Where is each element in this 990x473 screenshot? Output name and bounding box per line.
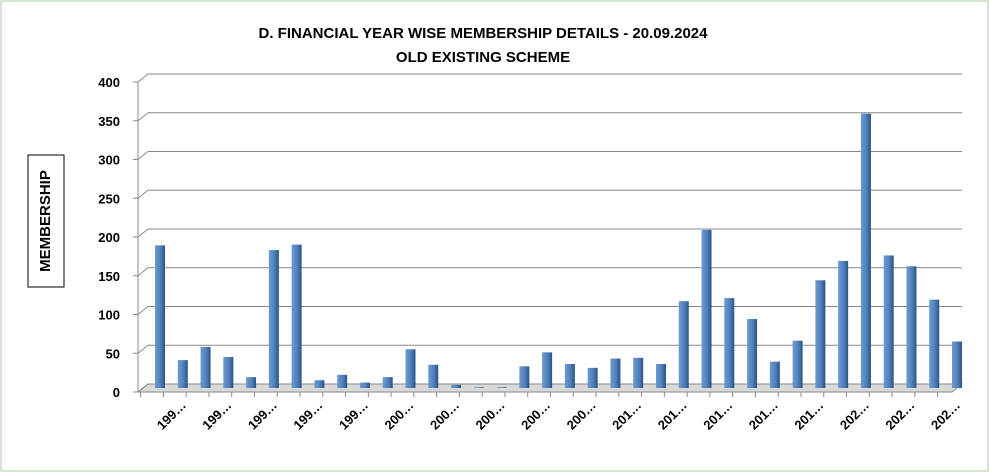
bar — [860, 113, 871, 389]
bar — [747, 319, 758, 388]
bar — [769, 361, 780, 388]
bar — [451, 384, 462, 388]
grid-line — [137, 267, 962, 277]
bar — [564, 363, 575, 388]
grid-line — [137, 344, 962, 354]
bar — [337, 374, 348, 388]
bar — [929, 299, 940, 388]
bar — [838, 260, 849, 388]
grid-line — [137, 383, 962, 393]
bar — [952, 341, 962, 388]
bar — [291, 244, 302, 388]
bar — [678, 301, 689, 388]
grid-line — [137, 228, 962, 238]
bar — [519, 366, 530, 388]
y-label-box — [27, 154, 65, 288]
bar — [473, 387, 484, 388]
grid-line — [137, 189, 962, 199]
bar — [314, 380, 325, 388]
bar — [587, 367, 598, 388]
y-tick-label: 300 — [98, 153, 120, 168]
bar — [223, 357, 234, 388]
y-tick-label: 250 — [98, 191, 120, 206]
bar — [382, 377, 393, 388]
bar — [906, 266, 917, 388]
bar — [359, 382, 370, 388]
bar — [724, 298, 735, 388]
chart-subtitle: OLD EXISTING SCHEME — [396, 49, 570, 66]
bar — [792, 340, 803, 388]
bar — [610, 358, 621, 388]
chart-title: D. FINANCIAL YEAR WISE MEMBERSHIP DETAIL… — [259, 25, 709, 42]
bar — [701, 229, 712, 388]
bar — [883, 255, 894, 388]
bar — [655, 363, 666, 388]
y-tick-label: 400 — [98, 75, 120, 90]
bar — [633, 357, 644, 388]
y-tick-label: 350 — [98, 114, 120, 129]
bar — [246, 377, 257, 388]
bar — [268, 250, 279, 388]
bar — [542, 352, 553, 388]
bar — [815, 280, 826, 388]
y-tick-label: 150 — [98, 269, 120, 284]
grid-line — [137, 73, 962, 83]
grid-line — [137, 151, 962, 160]
bar — [405, 349, 416, 388]
grid-line — [137, 112, 962, 122]
bar — [177, 360, 188, 388]
y-tick-label: 50 — [106, 346, 120, 361]
y-tick-label: 200 — [98, 230, 120, 245]
bar — [428, 364, 439, 388]
y-tick-label: 0 — [113, 385, 120, 400]
bar — [496, 387, 507, 388]
grid-line — [137, 306, 962, 315]
y-axis-label: MEMBERSHIP — [37, 170, 54, 272]
bar — [155, 245, 165, 388]
y-tick-label: 100 — [98, 308, 120, 323]
bar — [200, 346, 211, 388]
